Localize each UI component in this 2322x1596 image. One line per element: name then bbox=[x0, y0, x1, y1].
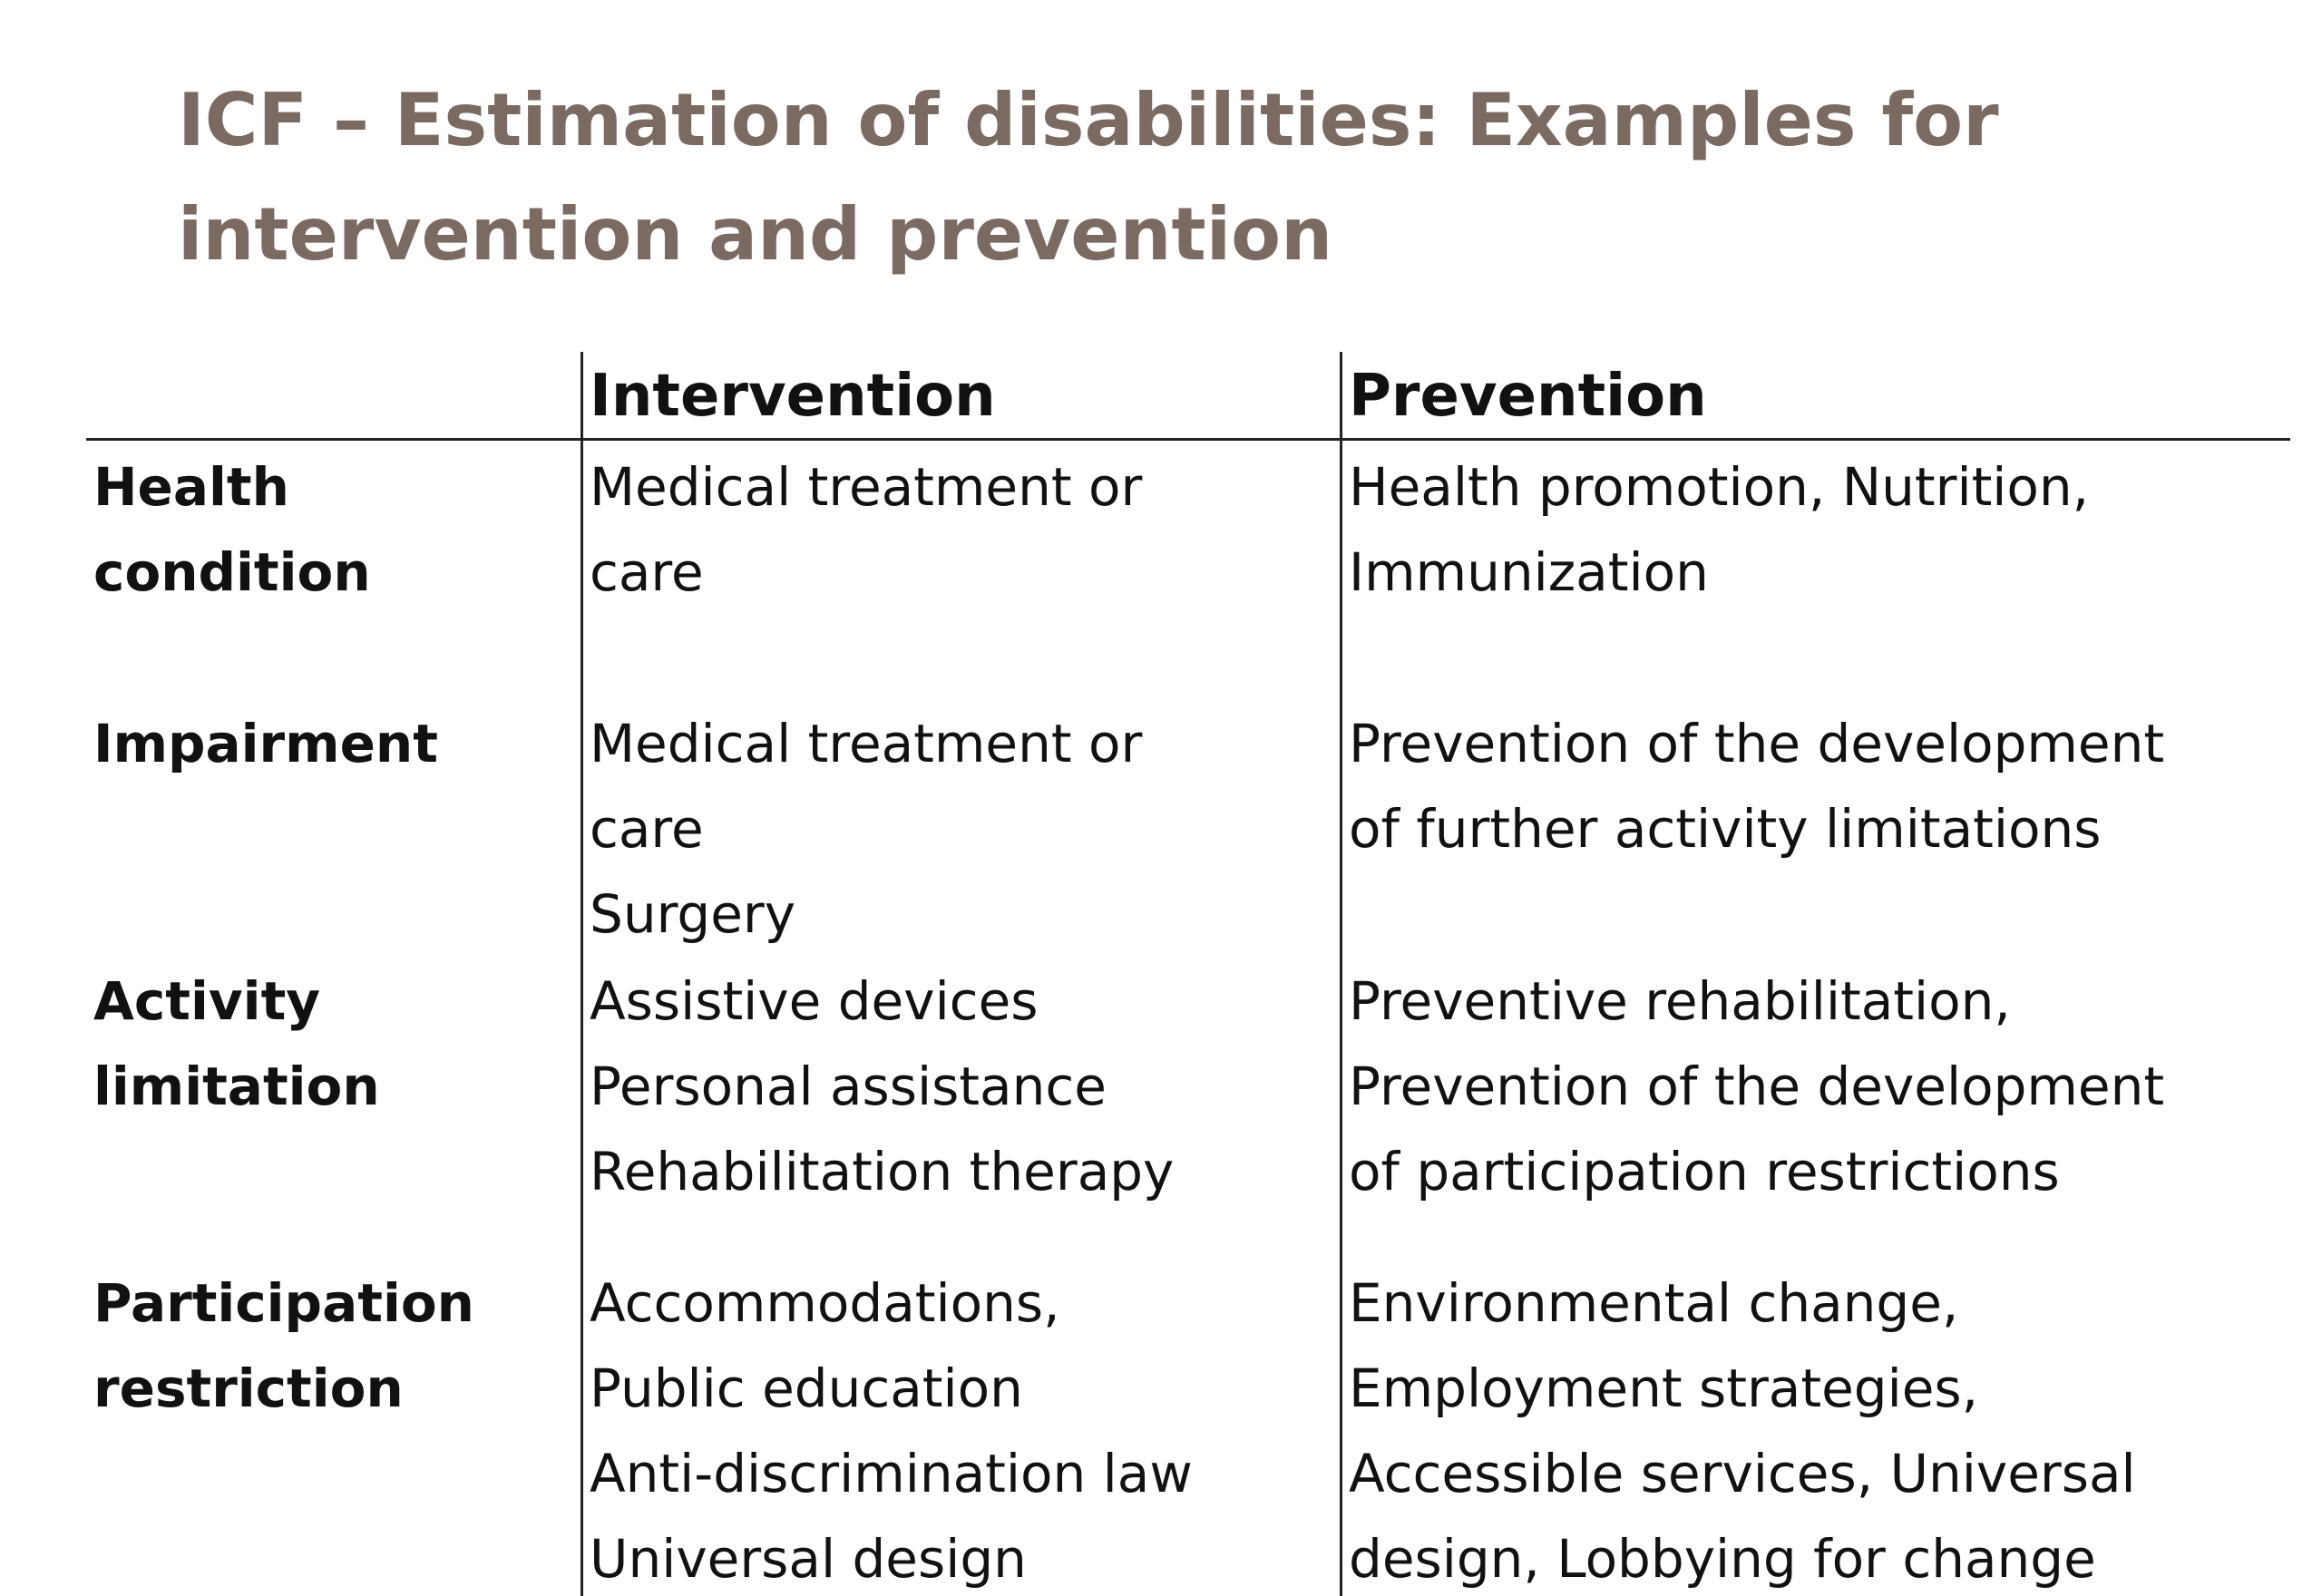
cell-impairment-intervention: Medical treatment or care Surgery bbox=[590, 713, 1143, 945]
cell-participation-restriction-prevention: Environmental change, Employment strateg… bbox=[1349, 1272, 2136, 1590]
cell-activity-limitation-intervention: Assistive devices Personal assistance Re… bbox=[590, 970, 1175, 1202]
column-divider-intervention bbox=[580, 352, 583, 1596]
row-label-participation-restriction: Participation restriction bbox=[93, 1272, 474, 1419]
column-header-prevention: Prevention bbox=[1349, 363, 1707, 430]
cell-impairment-prevention: Prevention of the development of further… bbox=[1349, 713, 2165, 860]
cell-health-condition-prevention: Health promotion, Nutrition, Immunizatio… bbox=[1349, 456, 2090, 603]
header-divider bbox=[86, 438, 2290, 441]
row-label-impairment: Impairment bbox=[93, 713, 438, 774]
column-header-intervention: Intervention bbox=[590, 363, 996, 430]
row-label-health-condition: Health condition bbox=[93, 456, 371, 603]
column-divider-prevention bbox=[1340, 352, 1342, 1596]
row-label-activity-limitation: Activity limitation bbox=[93, 970, 380, 1117]
slide-title: ICF – Estimation of disabilities: Exampl… bbox=[178, 63, 2219, 292]
cell-health-condition-intervention: Medical treatment or care bbox=[590, 456, 1143, 603]
cell-activity-limitation-prevention: Preventive rehabilitation, Prevention of… bbox=[1349, 970, 2165, 1202]
cell-participation-restriction-intervention: Accommodations, Public education Anti-di… bbox=[590, 1272, 1193, 1590]
slide-title-line-1: ICF – Estimation of disabilities: Exampl… bbox=[178, 78, 1999, 162]
slide-title-line-2: intervention and prevention bbox=[178, 192, 1333, 277]
